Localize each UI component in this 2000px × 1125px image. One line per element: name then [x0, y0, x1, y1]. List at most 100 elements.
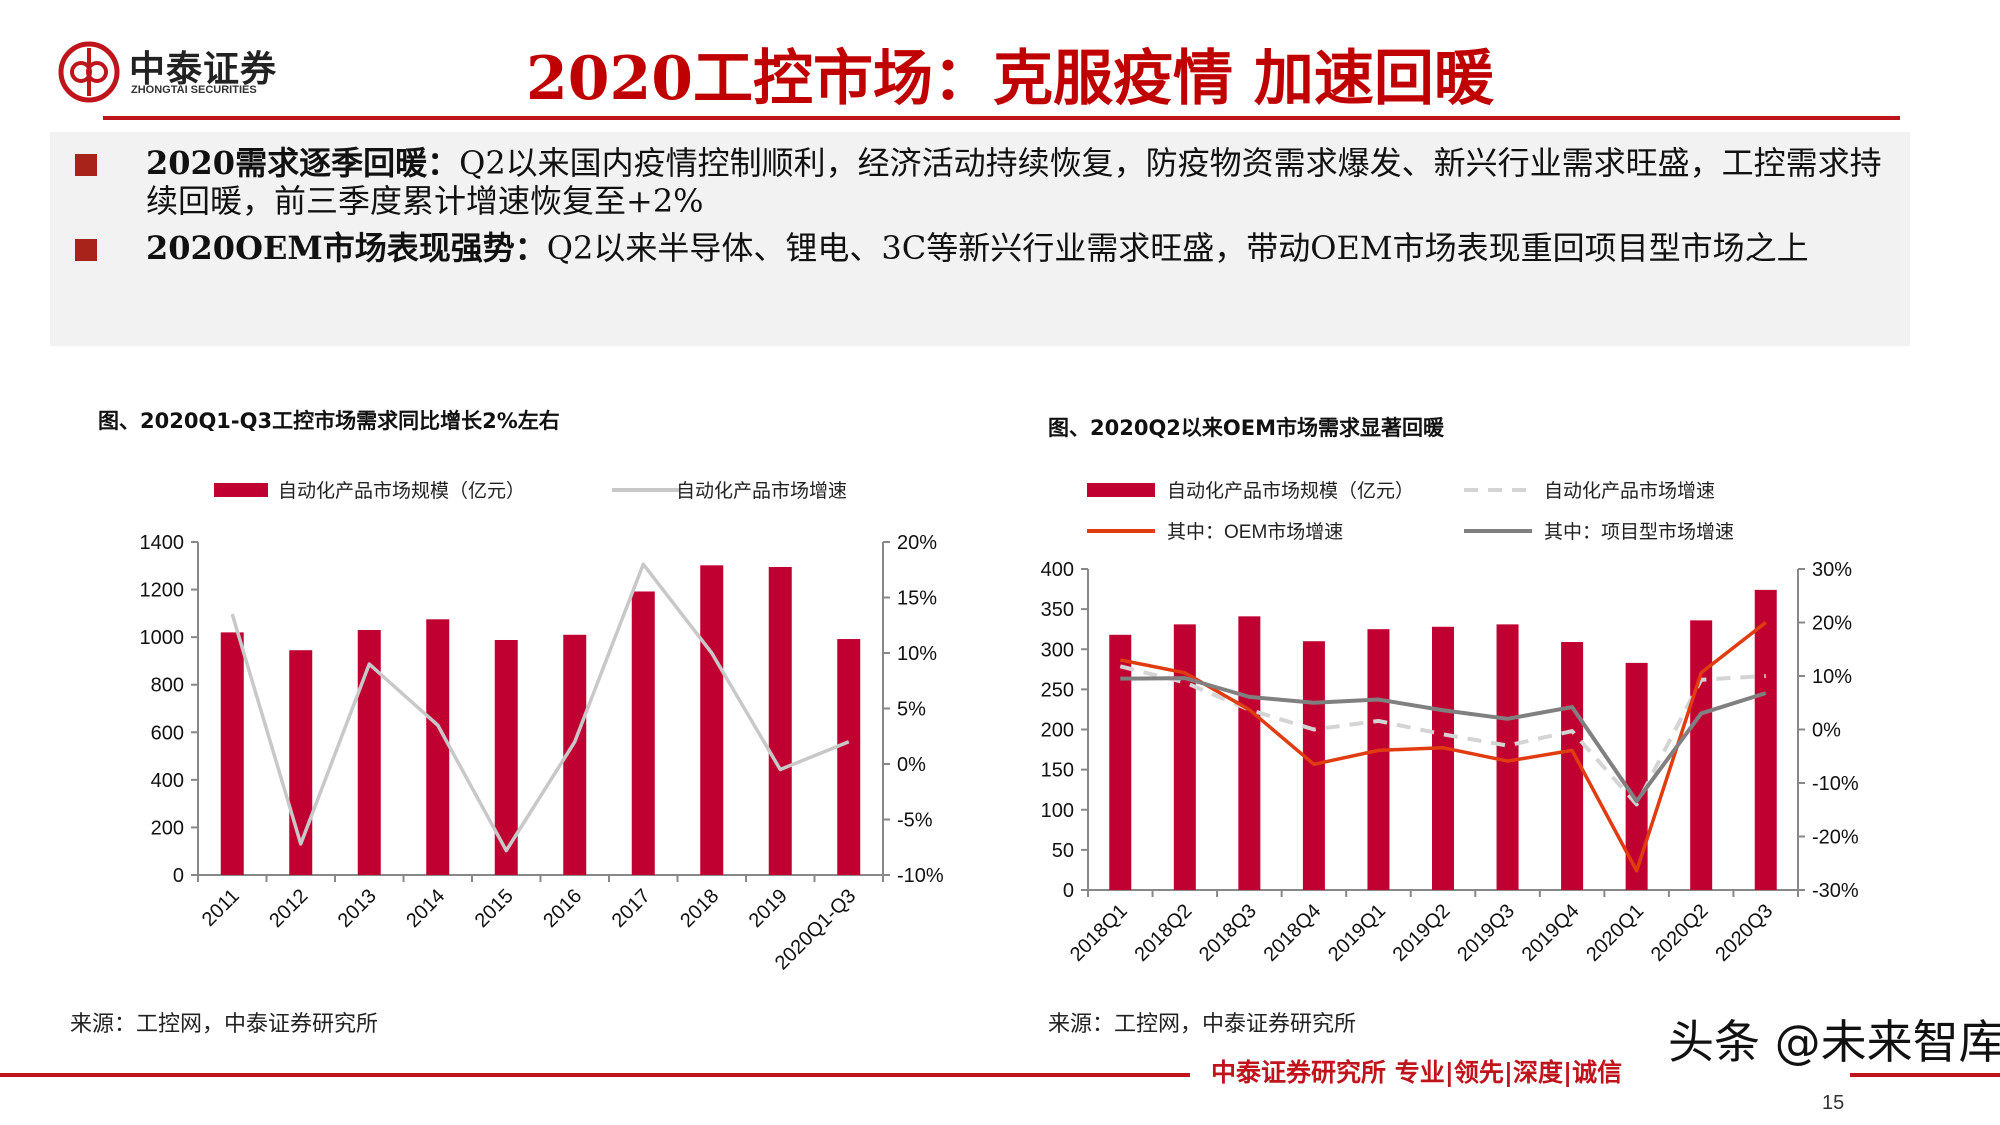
x-tick-label: 2014	[402, 885, 449, 932]
x-tick-label: 2020Q2	[1647, 900, 1713, 966]
bar-2017	[631, 591, 655, 875]
legend-label: 自动化产品市场规模（亿元）	[278, 480, 525, 502]
left-tick-label: 0	[173, 865, 184, 887]
footer-tagline: 中泰证券研究所 专业|领先|深度|诚信	[1205, 1058, 1629, 1088]
x-tick-label: 2019Q1	[1324, 900, 1390, 966]
chart2-title: 图、2020Q2以来OEM市场需求显著回暖	[1048, 416, 1445, 440]
summary-point-heading: 2020需求逐季回暖：	[146, 144, 460, 182]
right-tick-label: 5%	[897, 699, 926, 721]
left-tick-label: 1000	[140, 627, 185, 649]
bar-2019Q3	[1496, 624, 1519, 890]
logo-text-en: ZHONGTAI SECURITIES	[131, 84, 257, 96]
bar-2020Q2	[1690, 620, 1713, 890]
left-tick-label: 400	[1041, 559, 1074, 581]
x-tick-label: 2019	[745, 885, 792, 932]
bar-2019	[768, 566, 792, 875]
right-tick-label: -10%	[897, 865, 944, 887]
x-tick-label: 2018	[676, 885, 723, 932]
legend-bar-swatch	[1087, 483, 1155, 497]
bar-2018Q3	[1238, 616, 1261, 890]
title-divider	[103, 116, 1900, 120]
bar-2019Q1	[1367, 629, 1390, 890]
logo-text-cn: 中泰证券	[129, 49, 278, 90]
right-tick-label: -10%	[1812, 773, 1859, 795]
chart1-title: 图、2020Q1-Q3工控市场需求同比增长2%左右	[98, 409, 560, 433]
x-tick-label: 2018Q3	[1195, 900, 1261, 966]
left-tick-label: 1200	[140, 580, 185, 602]
right-tick-label: 15%	[897, 588, 937, 610]
left-tick-label: 200	[151, 817, 184, 839]
x-tick-label: 2015	[471, 885, 518, 932]
bar-2019Q4	[1561, 642, 1584, 890]
x-tick-label: 2018Q1	[1066, 900, 1132, 966]
left-tick-label: 800	[151, 675, 184, 697]
bar-2011	[220, 632, 244, 875]
right-tick-label: -20%	[1812, 827, 1859, 849]
bar-2020Q1-Q3	[837, 639, 861, 875]
legend-label: 其中：OEM市场增速	[1167, 521, 1343, 543]
summary-point-heading: 2020OEM市场表现强势：	[146, 229, 547, 267]
left-tick-label: 250	[1041, 679, 1074, 701]
bar-2018Q2	[1173, 624, 1196, 890]
bar-2014	[426, 619, 450, 875]
bar-2019Q2	[1432, 626, 1454, 890]
bar-2018	[700, 565, 724, 875]
left-tick-label: 400	[151, 770, 184, 792]
chart2-source: 来源：工控网，中泰证券研究所	[1048, 1012, 1357, 1037]
bar-2020Q3	[1754, 589, 1777, 890]
footer-rule-right	[1850, 1073, 2000, 1077]
x-tick-label: 2018Q2	[1130, 900, 1196, 966]
page-title: 2020工控市场：克服疫情 加速回暖	[526, 44, 1494, 114]
page-number: 15	[1822, 1092, 1845, 1114]
x-tick-label: 2011	[198, 885, 244, 931]
left-tick-label: 200	[1041, 720, 1074, 742]
line-series-1	[230, 562, 850, 853]
summary-box: 2020需求逐季回暖：Q2以来国内疫情控制顺利，经济活动持续恢复，防疫物资需求爆…	[50, 132, 1910, 346]
company-logo: 中泰证券 ZHONGTAI SECURITIES	[57, 40, 307, 104]
x-tick-label: 2012	[265, 885, 312, 932]
left-tick-label: 1400	[140, 532, 185, 554]
legend-label: 自动化产品市场增速	[676, 480, 847, 502]
right-tick-label: 30%	[1812, 559, 1852, 581]
right-tick-label: -30%	[1812, 880, 1859, 902]
left-tick-label: 50	[1052, 840, 1074, 862]
x-tick-label: 2016	[539, 885, 586, 932]
left-tick-label: 600	[151, 722, 184, 744]
right-tick-label: 0%	[1812, 720, 1841, 742]
bar-2020Q1	[1625, 662, 1648, 890]
logo-emblem-icon	[58, 41, 120, 103]
legend-bar-swatch	[214, 483, 268, 497]
bullet-square-icon	[75, 154, 97, 176]
x-tick-label: 2017	[608, 885, 655, 932]
x-tick-label: 2019Q3	[1453, 900, 1519, 966]
chart1-source: 来源：工控网，中泰证券研究所	[70, 1012, 379, 1037]
right-tick-label: 20%	[1812, 613, 1852, 635]
bar-2015	[494, 639, 518, 875]
right-tick-label: 10%	[897, 643, 937, 665]
x-tick-label: 2018Q4	[1260, 900, 1326, 966]
right-tick-label: -5%	[897, 810, 933, 832]
bullet-square-icon	[75, 239, 97, 261]
left-tick-label: 350	[1041, 599, 1074, 621]
summary-point-text: Q2以来半导体、锂电、3C等新兴行业需求旺盛，带动OEM市场表现重回项目型市场之…	[546, 229, 1809, 267]
right-tick-label: 20%	[897, 532, 937, 554]
right-tick-label: 0%	[897, 754, 926, 776]
bar-2018Q1	[1109, 634, 1132, 890]
x-tick-label: 2019Q4	[1518, 900, 1584, 966]
bar-2013	[357, 630, 381, 875]
x-tick-label: 2020Q3	[1711, 900, 1777, 966]
summary-point-text: Q2以来国内疫情控制顺利，经济活动持续恢复，防疫物资需求爆发、新兴行业需求旺盛，…	[146, 144, 1882, 220]
bar-2016	[563, 634, 587, 875]
watermark: 头条 @未来智库	[1668, 1015, 2000, 1069]
legend-label: 其中：项目型市场增速	[1544, 521, 1734, 543]
right-tick-label: 10%	[1812, 666, 1852, 688]
x-tick-label: 2013	[334, 885, 381, 932]
legend-label: 自动化产品市场规模（亿元）	[1167, 480, 1414, 502]
footer-rule-left	[0, 1073, 1190, 1077]
x-tick-label: 2020Q1	[1582, 900, 1648, 966]
left-tick-label: 150	[1041, 760, 1074, 782]
legend-label: 自动化产品市场增速	[1544, 480, 1715, 502]
summary-point-1: 2020需求逐季回暖：Q2以来国内疫情控制顺利，经济活动持续恢复，防疫物资需求爆…	[146, 144, 1891, 220]
left-tick-label: 0	[1063, 880, 1074, 902]
